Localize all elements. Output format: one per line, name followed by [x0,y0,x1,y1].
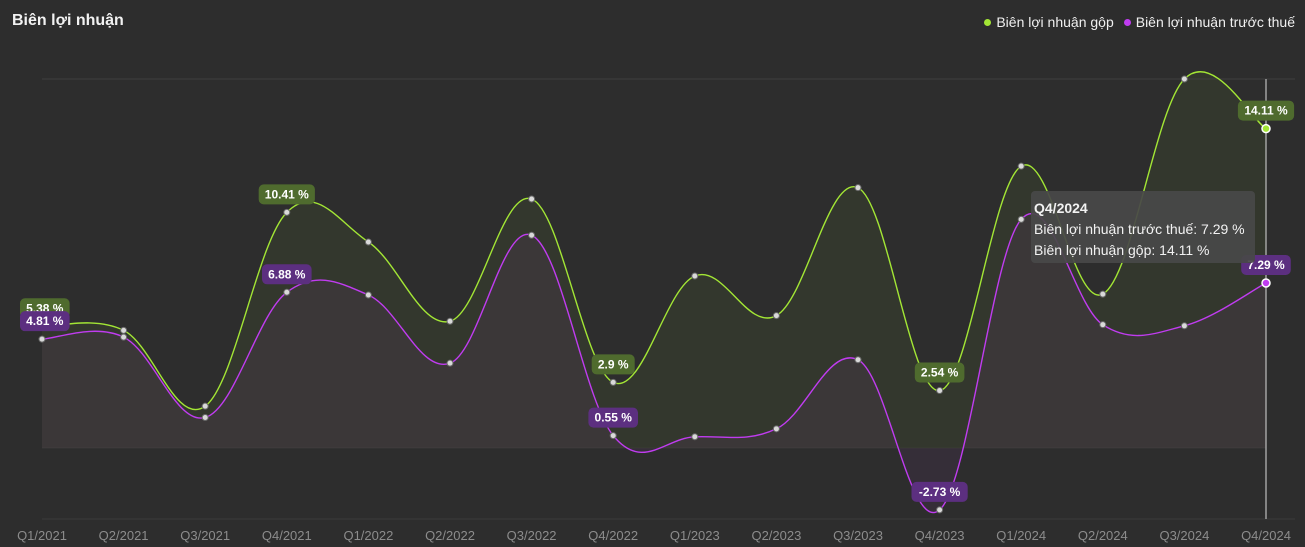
point-pretax-margin-7[interactable] [609,432,617,440]
data-label-bg [262,264,312,285]
data-label-text: 4.81 % [26,314,64,328]
x-tick-label: Q1/2022 [343,528,393,543]
data-label-text: 14.11 % [1244,104,1288,118]
data-label-gross-margin-3: 10.41 % [258,184,315,205]
point-pretax-margin-2[interactable] [201,414,209,422]
legend-label-pretax-margin: Biên lợi nhuận trước thuế [1135,14,1295,30]
data-label-text: 2.54 % [921,366,959,380]
data-label-pretax-margin-11: -2.73 % [911,481,968,502]
point-gross-margin-4[interactable] [364,238,372,246]
x-tick-label: Q4/2024 [1241,528,1291,543]
x-tick-label: Q3/2023 [833,528,883,543]
legend: Biên lợi nhuận gộp Biên lợi nhuận trước … [984,14,1295,30]
x-tick-label: Q3/2021 [180,528,230,543]
data-label-pretax-margin-3: 6.88 % [262,264,312,285]
point-pretax-margin-1[interactable] [120,333,128,341]
x-tick-label: Q2/2023 [751,528,801,543]
x-tick-label: Q4/2022 [588,528,638,543]
data-label-text: -2.73 % [919,485,961,499]
point-gross-margin-15[interactable] [1261,123,1271,134]
point-pretax-margin-13[interactable] [1099,321,1107,329]
data-label-bg [914,362,965,383]
point-pretax-margin-12[interactable] [1017,215,1025,223]
data-label-bg [588,407,638,428]
point-gross-margin-10[interactable] [854,184,862,192]
data-label-bg [20,311,70,332]
point-pretax-margin-5[interactable] [446,359,454,367]
data-label-text: 6.88 % [268,267,306,281]
point-gross-margin-6[interactable] [528,195,536,203]
legend-dot-pretax-margin [1123,18,1131,26]
point-pretax-margin-9[interactable] [772,425,780,433]
legend-label-gross-margin: Biên lợi nhuận gộp [996,14,1114,30]
x-tick-label: Q2/2021 [99,528,149,543]
x-tick-label: Q2/2024 [1078,528,1128,543]
data-label-pretax-margin-7: 0.55 % [588,407,638,428]
tooltip: Q4/2024 Biên lợi nhuận trước thuế: 7.29 … [1031,191,1255,263]
legend-item-gross-margin[interactable]: Biên lợi nhuận gộp [984,14,1114,30]
point-gross-margin-1[interactable] [120,326,128,334]
legend-dot-gross-margin [984,18,992,26]
data-label-gross-margin-11: 2.54 % [914,362,965,383]
x-tick-label: Q4/2023 [915,528,965,543]
data-label-text: 0.55 % [595,411,633,425]
tooltip-title: Q4/2024 [1034,200,1088,216]
point-pretax-margin-4[interactable] [364,291,372,299]
legend-item-pretax-margin[interactable]: Biên lợi nhuận trước thuế [1123,14,1295,30]
zero-baseline [42,447,1266,449]
point-pretax-margin-15[interactable] [1261,278,1271,288]
point-gross-margin-14[interactable] [1180,75,1188,83]
point-gross-margin-9[interactable] [772,312,780,320]
point-gross-margin-11[interactable] [936,387,944,395]
x-tick-label: Q1/2023 [670,528,720,543]
point-pretax-margin-14[interactable] [1180,322,1188,330]
x-tick-label: Q1/2024 [996,528,1046,543]
chart-title: Biên lợi nhuận [12,12,124,29]
data-label-text: 10.41 % [265,187,309,201]
point-gross-margin-3[interactable] [283,208,291,216]
tooltip-line-pretax: Biên lợi nhuận trước thuế: 7.29 % [1034,221,1245,237]
point-gross-margin-13[interactable] [1099,290,1107,298]
point-pretax-margin-11[interactable] [936,506,944,514]
point-gross-margin-7[interactable] [609,378,617,386]
point-gross-margin-8[interactable] [691,272,699,280]
point-gross-margin-12[interactable] [1017,162,1025,170]
data-label-bg [258,184,315,205]
area-gross-margin [42,71,1266,449]
x-tick-label: Q3/2024 [1159,528,1209,543]
data-label-text: 2.9 % [598,357,629,371]
data-label-bg [591,354,635,375]
x-tick-label: Q2/2022 [425,528,475,543]
data-label-pretax-margin-0: 4.81 % [20,311,70,332]
data-label-bg [911,481,968,502]
x-tick-label: Q4/2021 [262,528,312,543]
point-pretax-margin-0[interactable] [38,335,46,343]
point-pretax-margin-10[interactable] [854,356,862,364]
x-tick-label: Q1/2021 [17,528,67,543]
x-tick-label: Q3/2022 [507,528,557,543]
point-pretax-margin-8[interactable] [691,433,699,441]
data-label-text: 7.29 % [1247,258,1285,272]
data-label-gross-margin-7: 2.9 % [591,354,635,375]
data-label-gross-margin-15: 14.11 % [1237,100,1295,121]
point-pretax-margin-6[interactable] [528,231,536,239]
point-gross-margin-2[interactable] [201,402,209,410]
point-pretax-margin-3[interactable] [283,288,291,296]
tooltip-line-gross: Biên lợi nhuận gộp: 14.11 % [1034,242,1210,258]
area-pretax-margin [42,213,1266,513]
data-label-bg [1237,100,1295,121]
point-gross-margin-5[interactable] [446,317,454,325]
